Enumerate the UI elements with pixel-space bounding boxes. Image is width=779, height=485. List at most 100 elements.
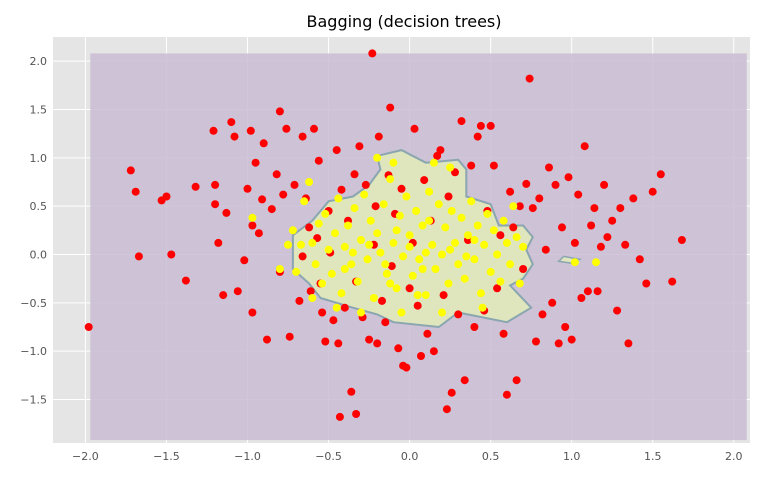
point-yellow <box>467 197 476 206</box>
point-yellow <box>386 175 395 184</box>
point-yellow <box>486 267 495 276</box>
point-yellow <box>340 242 349 251</box>
point-yellow <box>470 236 479 244</box>
point-red <box>583 287 592 296</box>
point-red <box>587 221 596 230</box>
point-red <box>282 124 291 133</box>
point-red <box>230 132 239 141</box>
point-red <box>522 179 531 188</box>
x-tick-label: −2.0 <box>72 450 99 463</box>
point-yellow <box>348 248 357 257</box>
point-yellow <box>288 226 297 235</box>
point-red <box>337 185 346 194</box>
point-red <box>211 200 220 209</box>
point-yellow <box>373 153 382 162</box>
point-red <box>621 240 630 249</box>
point-red <box>251 158 260 167</box>
point-red <box>519 265 528 273</box>
point-red <box>447 388 456 397</box>
point-yellow <box>357 236 365 244</box>
point-yellow <box>451 238 459 247</box>
y-axis-ticks: −1.5 −1.0 −0.5 0.0 0.5 1.0 1.5 2.0 <box>20 55 47 406</box>
point-red <box>444 192 453 201</box>
point-red <box>532 337 540 346</box>
point-red <box>350 170 359 179</box>
point-red <box>233 287 242 296</box>
point-yellow <box>405 231 414 240</box>
point-yellow <box>428 240 437 249</box>
point-red <box>248 308 257 317</box>
point-yellow <box>292 267 301 276</box>
x-axis-ticks: −2.0 −1.5 −1.0 −0.5 0.0 0.5 1.0 1.5 2.0 <box>72 450 742 463</box>
point-red <box>259 139 268 148</box>
point-red <box>476 121 485 130</box>
point-yellow <box>499 216 508 225</box>
point-red <box>219 291 228 300</box>
point-red <box>131 187 140 196</box>
point-yellow <box>386 279 395 288</box>
point-yellow <box>493 250 502 259</box>
y-tick-label: −0.5 <box>20 297 47 310</box>
point-yellow <box>473 221 482 230</box>
point-red <box>541 245 550 254</box>
decision-region <box>90 53 747 441</box>
point-yellow <box>462 252 471 261</box>
point-yellow <box>318 279 327 288</box>
point-red <box>332 146 341 155</box>
point-yellow <box>408 271 417 280</box>
point-yellow <box>308 238 317 247</box>
point-red <box>502 390 511 399</box>
point-yellow <box>373 229 382 238</box>
point-yellow <box>483 209 492 218</box>
point-red <box>423 329 432 338</box>
point-yellow <box>397 308 406 317</box>
point-red <box>373 339 382 348</box>
point-yellow <box>512 233 521 242</box>
point-red <box>402 363 411 372</box>
point-red <box>167 250 176 259</box>
point-red <box>600 180 609 189</box>
point-red <box>470 323 479 331</box>
y-tick-label: −1.0 <box>20 345 47 358</box>
point-yellow <box>344 221 352 230</box>
point-red <box>635 255 644 264</box>
point-red <box>613 306 622 315</box>
y-tick-label: 0.0 <box>30 249 48 262</box>
point-red <box>580 142 589 151</box>
point-red <box>386 103 395 112</box>
point-red <box>314 156 323 165</box>
point-red <box>451 168 459 177</box>
point-yellow <box>284 240 292 249</box>
point-red <box>84 323 93 331</box>
point-red <box>134 252 143 261</box>
x-tick-label: 1.0 <box>563 450 581 463</box>
point-yellow <box>353 277 362 286</box>
point-red <box>457 117 466 126</box>
point-red <box>368 49 377 58</box>
point-yellow <box>438 250 446 259</box>
point-yellow <box>446 245 455 254</box>
point-yellow <box>350 204 359 213</box>
point-yellow <box>360 190 369 199</box>
point-red <box>381 318 390 327</box>
point-yellow <box>392 284 401 293</box>
point-yellow <box>429 158 438 167</box>
point-yellow <box>421 291 430 300</box>
point-yellow <box>413 291 422 300</box>
x-tick-label: −1.5 <box>153 450 180 463</box>
point-red <box>295 296 304 305</box>
point-yellow <box>324 245 333 254</box>
point-red <box>439 291 448 300</box>
point-yellow <box>444 279 453 288</box>
point-yellow <box>389 238 398 247</box>
point-red <box>306 287 315 296</box>
point-red <box>577 294 586 302</box>
point-red <box>499 329 508 338</box>
point-yellow <box>470 255 479 264</box>
point-red <box>590 204 599 213</box>
point-red <box>525 74 534 83</box>
point-red <box>410 124 419 133</box>
point-yellow <box>402 192 411 201</box>
point-red <box>677 236 686 244</box>
